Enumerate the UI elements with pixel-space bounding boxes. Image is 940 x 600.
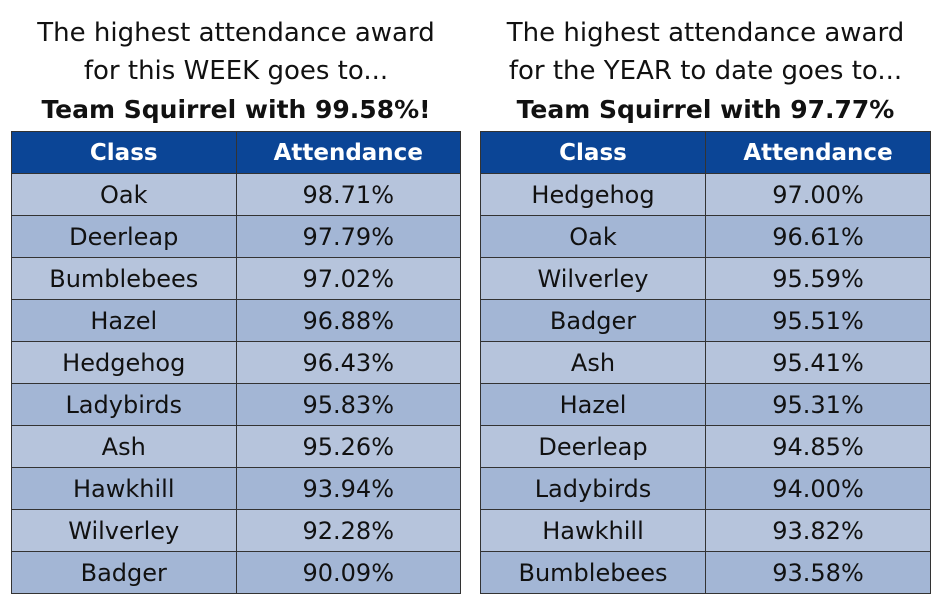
table-row: Oak 96.61% (480, 215, 931, 258)
column-header-class: Class (480, 131, 706, 174)
attendance-cell: 94.00% (705, 467, 931, 510)
table-row: Wilverley 95.59% (480, 257, 931, 300)
class-cell: Oak (11, 173, 237, 216)
class-cell: Hawkhill (11, 467, 237, 510)
column-header-attendance: Attendance (705, 131, 931, 174)
class-cell: Badger (11, 551, 237, 594)
table-row: Ladybirds 94.00% (480, 467, 931, 510)
week-heading: The highest attendance award for this WE… (11, 0, 461, 131)
year-heading-line2: for the YEAR to date goes to... (508, 56, 903, 86)
year-winner: Team Squirrel with 97.77% (516, 95, 895, 124)
attendance-cell: 97.00% (705, 173, 931, 216)
table-row: Ash 95.26% (11, 425, 461, 468)
table-row: Bumblebees 97.02% (11, 257, 461, 300)
week-attendance-table: Class Attendance Oak 98.71% Deerleap 97.79… (11, 131, 461, 594)
attendance-cell: 95.83% (235, 383, 461, 426)
table-row: Hazel 96.88% (11, 299, 461, 342)
attendance-cell: 95.31% (705, 383, 931, 426)
class-cell: Hedgehog (480, 173, 706, 216)
table-row: Badger 90.09% (11, 551, 461, 594)
class-cell: Hedgehog (11, 341, 237, 384)
week-panel: The highest attendance award for this WE… (11, 0, 461, 594)
table-row: Hawkhill 93.94% (11, 467, 461, 510)
table-row: Ladybirds 95.83% (11, 383, 461, 426)
table-row: Hedgehog 96.43% (11, 341, 461, 384)
attendance-cell: 95.41% (705, 341, 931, 384)
year-heading: The highest attendance award for the YEA… (480, 0, 931, 131)
attendance-cell: 92.28% (235, 509, 461, 552)
class-cell: Bumblebees (480, 551, 706, 594)
year-attendance-table: Class Attendance Hedgehog 97.00% Oak 96.61… (480, 131, 931, 594)
attendance-cell: 93.82% (705, 509, 931, 552)
attendance-cell: 95.59% (705, 257, 931, 300)
table-row: Wilverley 92.28% (11, 509, 461, 552)
attendance-cell: 96.43% (235, 341, 461, 384)
attendance-cell: 94.85% (705, 425, 931, 468)
class-cell: Hazel (11, 299, 237, 342)
column-header-attendance: Attendance (235, 131, 461, 174)
week-heading-line1: The highest attendance award (37, 18, 435, 48)
table-row: Oak 98.71% (11, 173, 461, 216)
table-row: Hedgehog 97.00% (480, 173, 931, 216)
year-panel: The highest attendance award for the YEA… (480, 0, 931, 594)
column-header-class: Class (11, 131, 237, 174)
table-row: Bumblebees 93.58% (480, 551, 931, 594)
table-row: Hazel 95.31% (480, 383, 931, 426)
week-heading-line2: for this WEEK goes to... (83, 56, 389, 86)
attendance-cell: 96.61% (705, 215, 931, 258)
class-cell: Ladybirds (11, 383, 237, 426)
class-cell: Badger (480, 299, 706, 342)
week-winner: Team Squirrel with 99.58%! (41, 95, 431, 124)
class-cell: Wilverley (480, 257, 706, 300)
attendance-cell: 95.51% (705, 299, 931, 342)
class-cell: Hawkhill (480, 509, 706, 552)
class-cell: Ladybirds (480, 467, 706, 510)
attendance-cell: 97.79% (235, 215, 461, 258)
year-heading-line1: The highest attendance award (506, 18, 905, 48)
table-row: Deerleap 97.79% (11, 215, 461, 258)
class-cell: Oak (480, 215, 706, 258)
attendance-cell: 96.88% (235, 299, 461, 342)
attendance-cell: 93.94% (235, 467, 461, 510)
attendance-cell: 93.58% (705, 551, 931, 594)
class-cell: Deerleap (480, 425, 706, 468)
attendance-cell: 90.09% (235, 551, 461, 594)
class-cell: Ash (11, 425, 237, 468)
class-cell: Bumblebees (11, 257, 237, 300)
class-cell: Deerleap (11, 215, 237, 258)
class-cell: Wilverley (11, 509, 237, 552)
table-row: Deerleap 94.85% (480, 425, 931, 468)
table-header-row: Class Attendance (480, 131, 931, 174)
class-cell: Ash (480, 341, 706, 384)
attendance-cell: 95.26% (235, 425, 461, 468)
table-row: Hawkhill 93.82% (480, 509, 931, 552)
table-row: Badger 95.51% (480, 299, 931, 342)
class-cell: Hazel (480, 383, 706, 426)
table-row: Ash 95.41% (480, 341, 931, 384)
attendance-cell: 98.71% (235, 173, 461, 216)
table-header-row: Class Attendance (11, 131, 461, 174)
attendance-cell: 97.02% (235, 257, 461, 300)
